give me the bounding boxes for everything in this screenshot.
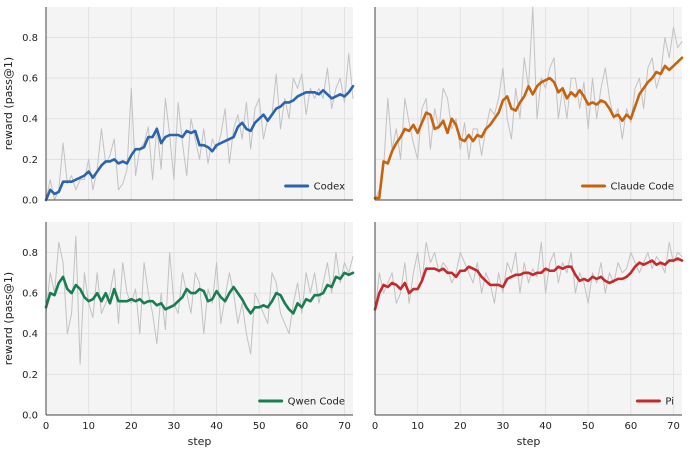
series-line-qwen-code [44,271,355,315]
series-line-codex [44,84,355,202]
y-tick-label: 0.2 [22,370,38,381]
series-line-raw [374,241,683,314]
series-line-claude-code [373,56,684,200]
plot-background [375,222,682,415]
y-tick-label: 0.8 [22,248,38,259]
x-tick-label: 40 [539,421,552,432]
y-axis-label: reward (pass@1) [2,57,15,150]
x-tick-label: 20 [125,421,138,432]
y-tick-label: 0.2 [22,155,38,166]
x-tick-label: 60 [295,421,308,432]
legend-label: Codex [314,182,345,193]
y-tick-label: 0.8 [22,33,38,44]
y-axis-label: reward (pass@1) [2,272,15,365]
x-tick-label: 0 [372,421,378,432]
x-tick-label: 70 [338,421,351,432]
y-tick-label: 0.6 [22,289,38,300]
legend-label: Claude Code [610,182,674,193]
y-tick-label: 0.6 [22,74,38,85]
series-line-raw [45,235,354,365]
panel-top-right: Claude Code [373,6,684,201]
x-tick-label: 50 [253,421,266,432]
y-tick-label: 0.0 [22,411,38,422]
plot-background [46,222,353,415]
panel-bottom-right: 0 10 20 30 40 50 60 70 step Pi [372,222,684,448]
y-tick-label: 0.0 [22,196,38,207]
x-tick-label: 0 [43,421,49,432]
x-tick-label: 10 [82,421,95,432]
x-tick-label: 50 [582,421,595,432]
x-tick-label: 70 [667,421,680,432]
legend-label: Qwen Code [288,397,345,408]
panel-top-left: 0.0 0.2 0.4 0.6 0.8 reward (pass@1) Codex [2,7,355,207]
x-axis-label: step [188,435,212,448]
x-tick-label: 10 [411,421,424,432]
y-tick-label: 0.4 [22,114,38,125]
panel-bottom-left: 0.0 0.2 0.4 0.6 0.8 0 10 20 30 40 50 60 70 reward (pa… [2,222,355,448]
plot-background [46,7,353,200]
y-tick-label: 0.4 [22,329,38,340]
series-line-pi [373,257,684,311]
x-tick-label: 30 [168,421,181,432]
x-tick-label: 60 [624,421,637,432]
x-tick-label: 40 [210,421,223,432]
legend-label: Pi [665,397,674,408]
x-axis-label: step [517,435,541,448]
x-tick-label: 20 [454,421,467,432]
x-tick-label: 30 [497,421,510,432]
